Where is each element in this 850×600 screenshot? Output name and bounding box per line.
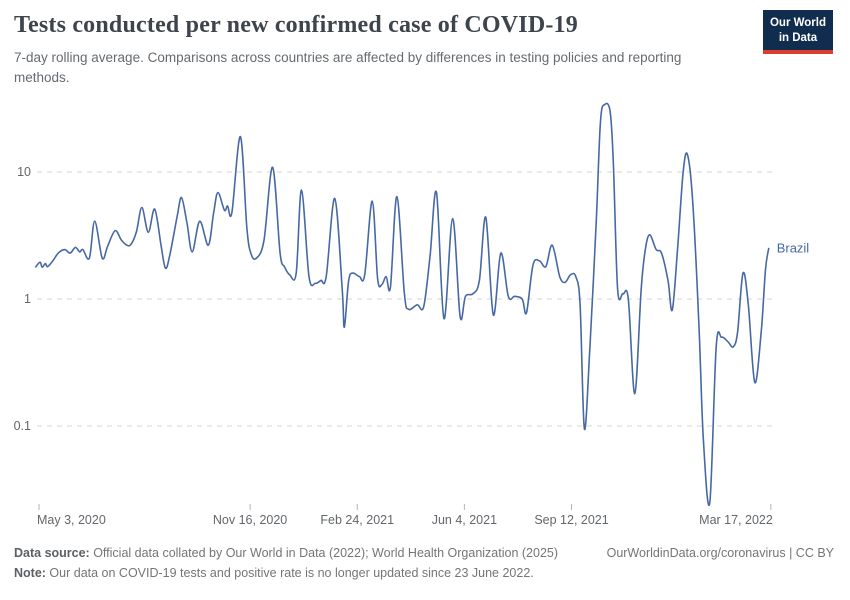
x-axis-label: Jun 4, 2021 [432, 513, 497, 527]
note-row: Note: Our data on COVID-19 tests and pos… [14, 563, 834, 583]
x-axis-label: Nov 16, 2020 [213, 513, 287, 527]
y-axis-label-1: 1 [24, 292, 31, 306]
page-title: Tests conducted per new confirmed case o… [14, 12, 578, 38]
x-axis-label: Feb 24, 2021 [320, 513, 394, 527]
y-axis-label-10: 10 [17, 165, 31, 179]
x-axis-label: May 3, 2020 [37, 513, 106, 527]
series-label-brazil[interactable]: Brazil [777, 240, 810, 255]
chart-footer: Data source: Official data collated by O… [14, 543, 834, 583]
data-source-label: Data source: [14, 546, 90, 560]
owid-logo-line2: in Data [778, 31, 818, 44]
note-text: Our data on COVID-19 tests and positive … [45, 566, 534, 580]
data-source-row: Data source: Official data collated by O… [14, 543, 834, 563]
chart-subtitle: 7-day rolling average. Comparisons acros… [14, 49, 682, 85]
data-source: Data source: Official data collated by O… [14, 543, 558, 563]
series-line-brazil[interactable] [35, 102, 770, 506]
owid-logo-line1: Our World [769, 17, 826, 29]
x-axis-label: Sep 12, 2021 [534, 513, 608, 527]
note-label: Note: [14, 566, 46, 580]
y-axis-label-0.1: 0.1 [14, 419, 31, 433]
owid-coronavirus-link[interactable]: OurWorldinData.org/coronavirus | CC BY [606, 546, 834, 560]
x-axis-label: Mar 17, 2022 [699, 513, 773, 527]
owid-logo[interactable]: Our World in Data [762, 10, 833, 54]
data-source-text: Official data collated by Our World in D… [89, 546, 559, 560]
chart-header: Tests conducted per new confirmed case o… [14, 12, 754, 88]
